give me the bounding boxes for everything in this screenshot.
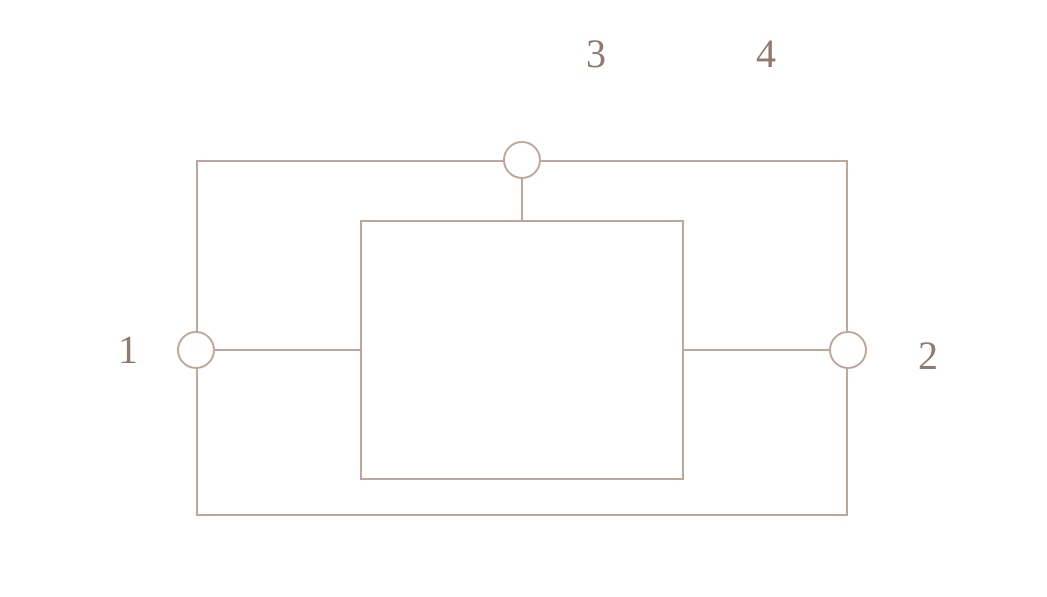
wire-top [521, 179, 523, 220]
wire-right [684, 349, 829, 351]
label-2: 2 [918, 332, 938, 379]
terminal-3 [503, 141, 541, 179]
label-3: 3 [586, 30, 606, 77]
wire-left [215, 349, 360, 351]
terminal-2 [829, 331, 867, 369]
label-1: 1 [118, 326, 138, 373]
diagram-canvas: 1 2 3 4 [0, 0, 1047, 597]
label-4: 4 [756, 30, 776, 77]
inner-rect [360, 220, 684, 480]
terminal-1 [177, 331, 215, 369]
